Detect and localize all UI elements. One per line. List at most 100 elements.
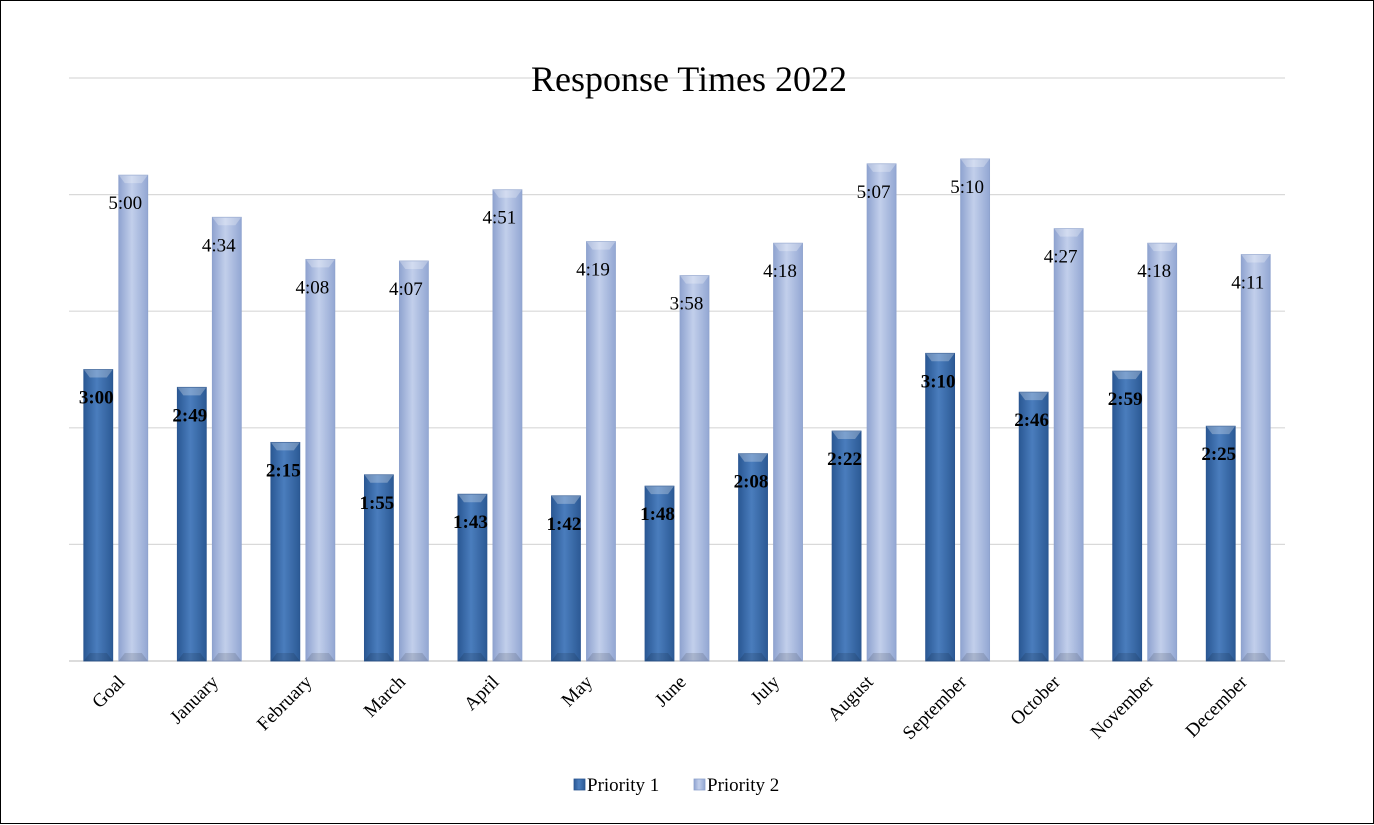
- bar-priority-1-december: [1205, 425, 1236, 662]
- x-tick-label-january: January: [166, 671, 223, 728]
- x-tick-label-july: July: [747, 671, 785, 709]
- bar-bevel-bottom: [118, 653, 148, 661]
- label-priority-2-august: 5:07: [857, 182, 891, 203]
- bar-bevel-bottom: [492, 653, 522, 661]
- bar-priority-1-november: [1112, 370, 1143, 662]
- bar-bevel-bottom: [83, 653, 113, 661]
- label-priority-1-july: 2:08: [734, 472, 769, 493]
- label-priority-2-april: 4:51: [483, 208, 517, 229]
- label-priority-2-july: 4:18: [763, 261, 797, 282]
- x-tick-label-december: December: [1182, 671, 1253, 742]
- bar-priority-1-june: [644, 485, 675, 662]
- bar-bevel-bottom: [738, 653, 768, 661]
- label-priority-1-june: 1:48: [640, 504, 675, 525]
- bar-priority-2-september: [960, 158, 991, 662]
- label-priority-2-december: 4:11: [1231, 273, 1264, 294]
- x-tick-label-june: June: [651, 672, 690, 711]
- x-tick-label-february: February: [253, 671, 317, 735]
- bar-priority-1-october: [1018, 391, 1049, 662]
- bar-bevel-bottom: [177, 653, 207, 661]
- label-priority-1-october: 2:46: [1014, 410, 1049, 431]
- label-priority-2-june: 3:58: [670, 294, 704, 315]
- label-priority-1-january: 2:49: [172, 405, 207, 426]
- legend-swatch-priority-2: [693, 778, 706, 791]
- label-priority-1-december: 2:25: [1201, 444, 1236, 465]
- bar-priority-2-december: [1240, 254, 1271, 662]
- bar-bevel-top: [83, 369, 113, 378]
- bar-bevel-top: [118, 175, 148, 184]
- x-tick-label-april: April: [460, 672, 503, 715]
- label-priority-1-goal: 3:00: [79, 388, 114, 409]
- bar-bevel-bottom: [586, 653, 616, 661]
- bar-bevel-top: [492, 189, 522, 198]
- bar-bevel-top: [738, 453, 768, 462]
- bar-priority-2-february: [305, 258, 336, 662]
- label-priority-2-october: 4:27: [1044, 247, 1078, 268]
- bar-bevel-bottom: [399, 653, 429, 661]
- bar-priority-1-january: [176, 386, 207, 662]
- bars: [83, 158, 1271, 662]
- data-labels: 3:00 5:00 2:49 4:34 2:15 4:08 1:55 4:07 1:43 4:51…: [79, 177, 1264, 535]
- bar-priority-2-goal: [118, 174, 149, 662]
- bar-priority-2-april: [492, 189, 523, 662]
- x-tick-label-november: November: [1087, 671, 1159, 743]
- bar-priority-2-june: [679, 275, 710, 662]
- bar-bevel-bottom: [1054, 653, 1084, 661]
- bar-bevel-bottom: [867, 653, 897, 661]
- label-priority-2-may: 4:19: [576, 260, 610, 281]
- bar-bevel-top: [1054, 228, 1084, 237]
- bar-bevel-top: [212, 217, 242, 226]
- bar-priority-2-march: [398, 260, 429, 662]
- bar-bevel-bottom: [1019, 653, 1049, 661]
- legend-label-priority-1: Priority 1: [587, 775, 659, 796]
- bar-bevel-top: [586, 241, 616, 250]
- bar-bevel-bottom: [1206, 653, 1236, 661]
- bar-bevel-bottom: [1241, 653, 1271, 661]
- bar-bevel-top: [551, 495, 581, 504]
- bar-bevel-top: [305, 259, 335, 268]
- bar-bevel-top: [1019, 392, 1049, 401]
- bar-bevel-top: [925, 353, 955, 362]
- bar-priority-1-march: [363, 474, 394, 662]
- bar-priority-2-january: [211, 216, 242, 662]
- label-priority-2-november: 4:18: [1137, 261, 1171, 282]
- bar-priority-1-september: [925, 352, 956, 662]
- bar-bevel-bottom: [364, 653, 394, 661]
- bar-priority-2-november: [1147, 242, 1178, 662]
- bar-bevel-bottom: [270, 653, 300, 661]
- legend-label-priority-2: Priority 2: [707, 775, 779, 796]
- x-axis-tick-labels: Goal January February March April May June July…: [88, 671, 1252, 744]
- bar-bevel-bottom: [773, 653, 803, 661]
- x-tick-label-august: August: [824, 671, 878, 725]
- bar-bevel-bottom: [551, 653, 581, 661]
- bar-bevel-top: [832, 431, 862, 440]
- label-priority-1-february: 2:15: [266, 460, 301, 481]
- bar-bevel-bottom: [305, 653, 335, 661]
- label-priority-1-august: 2:22: [827, 449, 862, 470]
- bar-bevel-bottom: [832, 653, 862, 661]
- bar-priority-1-august: [831, 430, 862, 662]
- gridlines: [69, 77, 1285, 662]
- label-priority-2-february: 4:08: [295, 277, 329, 298]
- label-priority-1-september: 3:10: [921, 371, 956, 392]
- label-priority-1-may: 1:42: [547, 514, 582, 535]
- label-priority-2-goal: 5:00: [108, 193, 142, 214]
- bar-bevel-top: [645, 486, 674, 495]
- x-tick-label-may: May: [558, 671, 598, 711]
- bar-bevel-bottom: [1112, 653, 1142, 661]
- bar-bevel-top: [773, 243, 803, 252]
- x-tick-label-goal: Goal: [88, 672, 129, 713]
- bar-bevel-bottom: [1147, 653, 1177, 661]
- bar-bevel-top: [1206, 426, 1236, 435]
- bar-bevel-bottom: [212, 653, 242, 661]
- bar-bevel-top: [1147, 243, 1177, 252]
- chart-title: Response Times 2022: [531, 59, 847, 99]
- bar-priority-1-april: [457, 493, 488, 662]
- label-priority-1-november: 2:59: [1108, 389, 1143, 410]
- x-tick-label-october: October: [1007, 671, 1066, 730]
- bar-priority-1-february: [270, 441, 301, 662]
- x-tick-label-march: March: [360, 671, 410, 721]
- bar-priority-2-july: [773, 242, 803, 662]
